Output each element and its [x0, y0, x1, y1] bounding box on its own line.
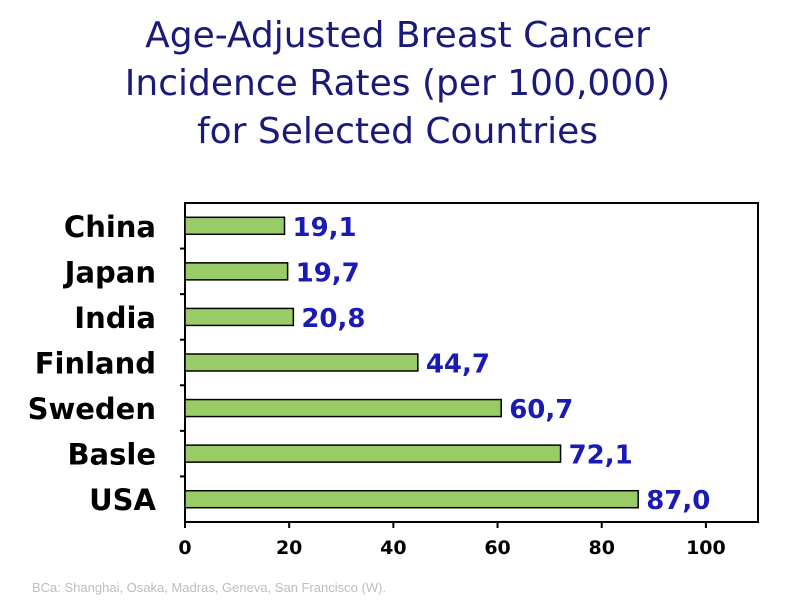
x-tick-label: 80 — [589, 537, 615, 559]
value-label: 20,8 — [301, 304, 365, 334]
chart-title-line-2: Incidence Rates (per 100,000) — [124, 63, 671, 104]
x-tick-label: 0 — [178, 537, 191, 559]
x-tick-label: 60 — [484, 537, 510, 559]
value-label: 72,1 — [569, 441, 633, 471]
bar — [184, 307, 295, 327]
chart-title: Age-Adjusted Breast Cancer Incidence Rat… — [0, 12, 795, 156]
value-label: 19,7 — [296, 258, 360, 288]
category-label: Sweden — [28, 392, 156, 426]
bar — [184, 444, 562, 463]
bar — [184, 216, 286, 236]
x-tick-label: 100 — [686, 537, 726, 559]
category-label: Basle — [67, 438, 156, 472]
x-tick-label: 20 — [276, 537, 302, 559]
bar — [184, 398, 502, 418]
category-label: Japan — [63, 255, 156, 289]
category-label: Finland — [35, 347, 156, 381]
value-label: 87,0 — [646, 486, 710, 516]
category-label: China — [64, 210, 156, 244]
bar — [184, 489, 639, 509]
x-tick-label: 40 — [380, 537, 406, 559]
bar — [184, 353, 419, 372]
chart-title-line-1: Age-Adjusted Breast Cancer — [145, 15, 650, 56]
value-label: 60,7 — [509, 395, 573, 425]
category-label: USA — [89, 483, 156, 517]
bar — [184, 262, 289, 281]
value-label: 19,1 — [292, 213, 356, 243]
value-label: 44,7 — [426, 350, 490, 380]
category-label: India — [74, 301, 156, 335]
footnote: BCa: Shanghai, Osaka, Madras, Geneva, Sa… — [32, 580, 387, 595]
chart-title-line-3: for Selected Countries — [196, 111, 599, 152]
